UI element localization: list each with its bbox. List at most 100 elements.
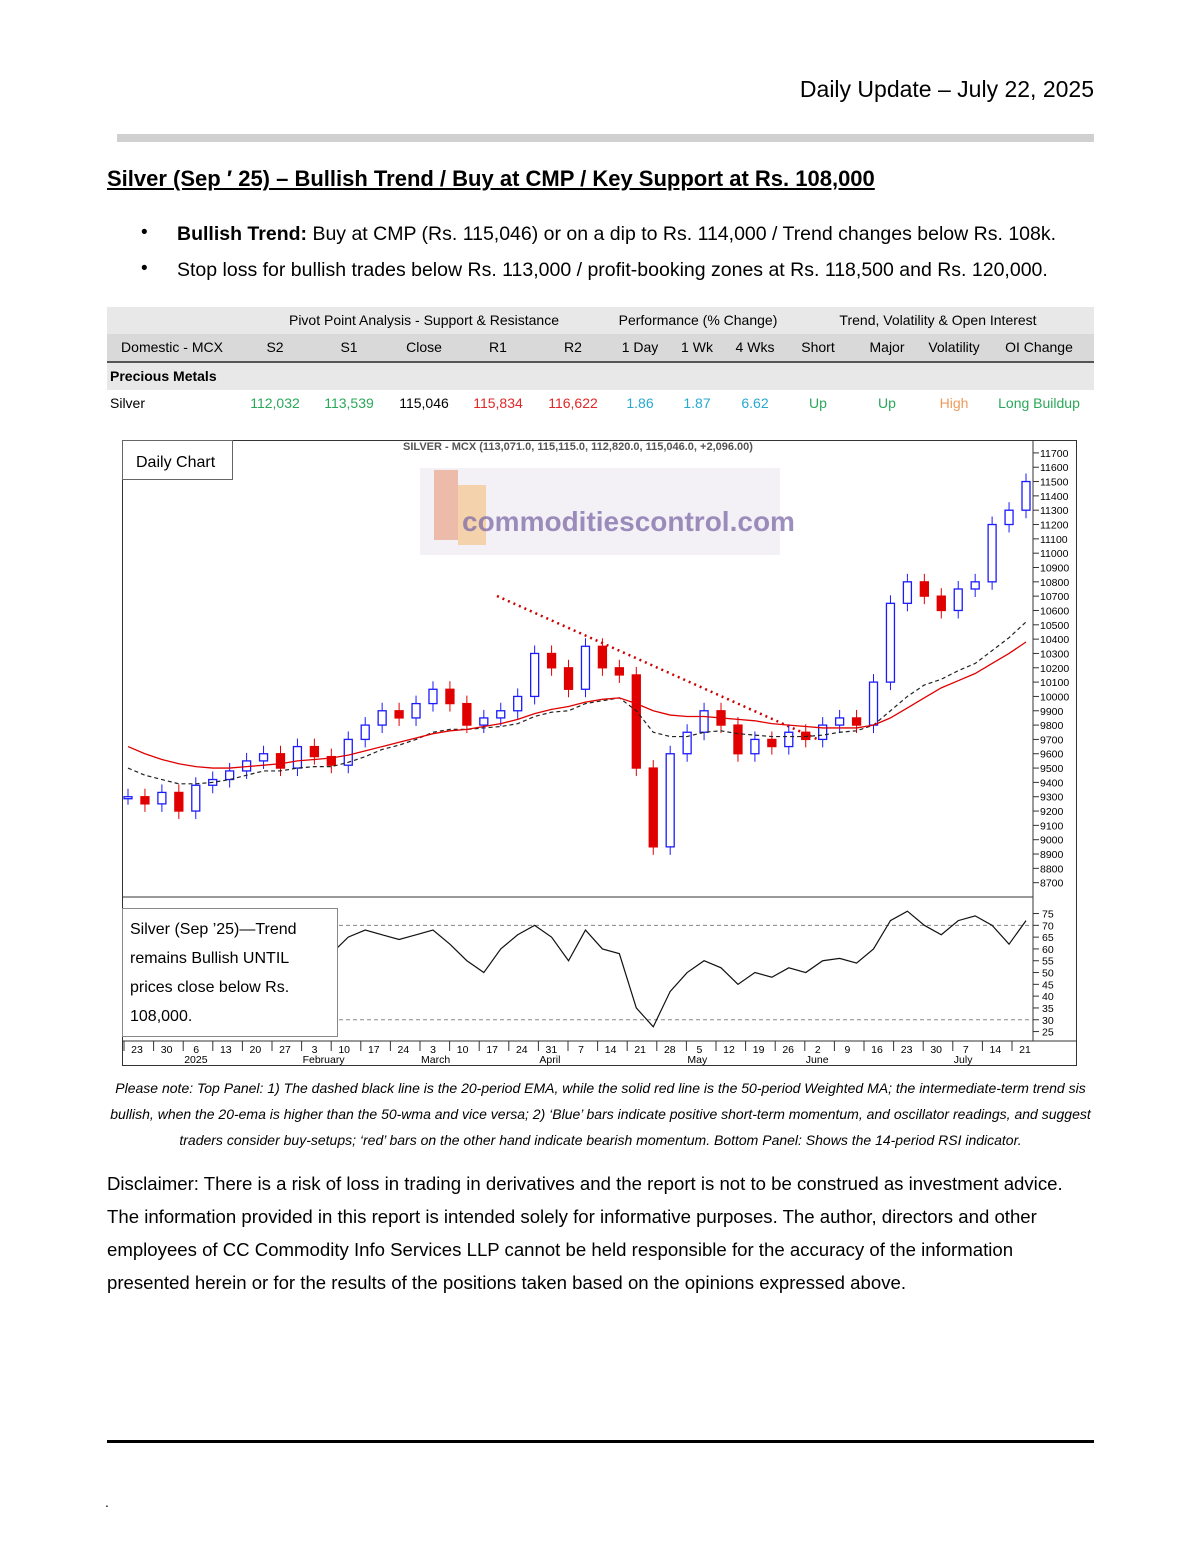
candle — [936, 595, 946, 612]
chart-header: SILVER - MCX (113,071.0, 115,115.0, 112,… — [403, 441, 753, 453]
group-header: Trend, Volatility & Open Interest — [839, 312, 1037, 328]
x-tick-label: 14 — [990, 1044, 1002, 1056]
candle — [648, 767, 658, 848]
x-tick-label: 6 — [193, 1044, 199, 1056]
y-tick-label: 10000 — [1040, 691, 1069, 703]
row-label: Silver — [110, 395, 146, 411]
candle — [902, 581, 913, 604]
y-tick-label: 10600 — [1040, 605, 1069, 617]
x-tick-label: 2 — [815, 1044, 821, 1056]
candle — [699, 710, 709, 733]
x-tick-label: 19 — [753, 1044, 765, 1056]
y-tick-label: 9900 — [1040, 706, 1064, 718]
group-header: Pivot Point Analysis - Support & Resista… — [288, 312, 560, 328]
y-tick-label: 11000 — [1040, 548, 1069, 560]
table-cell: Up — [878, 395, 896, 411]
column-header: Short — [801, 339, 835, 355]
y-tick-label: 9600 — [1040, 749, 1064, 761]
rsi-tick-label: 40 — [1042, 991, 1054, 1003]
x-tick-label: 24 — [398, 1044, 410, 1056]
x-tick-label: 30 — [930, 1044, 942, 1056]
y-tick-label: 9200 — [1040, 806, 1064, 818]
column-header: OI Change — [1005, 339, 1073, 355]
table-cell: 1.86 — [626, 395, 654, 411]
month-label: March — [421, 1054, 450, 1066]
candle — [275, 753, 286, 769]
candle — [326, 755, 336, 766]
x-tick-label: 21 — [634, 1044, 646, 1056]
footer: . — [105, 1494, 109, 1510]
report-title: Silver (Sep ′ 25) – Bullish Trend / Buy … — [107, 166, 875, 191]
candle — [140, 796, 150, 805]
rsi-tick-label: 70 — [1042, 920, 1054, 932]
month-label: May — [687, 1054, 708, 1066]
y-tick-label: 8900 — [1040, 849, 1064, 861]
candle — [563, 667, 574, 690]
candle — [479, 717, 489, 726]
y-tick-label: 8800 — [1040, 863, 1064, 875]
table-cell: 115,834 — [473, 395, 523, 411]
y-tick-label: 10100 — [1040, 677, 1069, 689]
candle — [292, 745, 303, 769]
annotation: Silver (Sep ’25)—Trend remains Bullish U… — [122, 908, 338, 1037]
candle — [919, 581, 929, 597]
bullet-text: Buy at CMP (Rs. 115,046) or on a dip to … — [312, 223, 1057, 245]
rsi-tick-label: 30 — [1042, 1015, 1054, 1027]
candle — [1004, 509, 1014, 526]
bullet-dot: • — [141, 258, 148, 279]
ema-line — [127, 621, 1027, 785]
y-tick-label: 9300 — [1040, 792, 1064, 804]
candle — [987, 523, 997, 583]
candle — [258, 753, 269, 762]
candle — [868, 681, 879, 726]
x-tick-label: 21 — [1019, 1044, 1031, 1056]
table-cell: 115,046 — [399, 395, 449, 411]
table-cell: 6.62 — [741, 395, 769, 411]
candle — [309, 745, 320, 758]
column-header: 4 Wks — [735, 339, 775, 355]
section-row — [107, 363, 1094, 390]
y-tick-label: 11200 — [1040, 520, 1069, 532]
rsi-tick-label: 55 — [1042, 956, 1054, 968]
candle — [834, 717, 845, 726]
candle — [733, 724, 743, 755]
candle — [428, 688, 438, 705]
candle — [123, 796, 133, 800]
candle — [513, 695, 523, 712]
candle — [1021, 480, 1031, 511]
chart-note: Please note: Top Panel: 1) The dashed bl… — [110, 1080, 1091, 1148]
candle — [885, 602, 896, 683]
x-tick-label: 16 — [871, 1044, 883, 1056]
watermark-logo — [434, 470, 458, 540]
column-header: Domestic - MCX — [121, 339, 223, 355]
label-box — [122, 440, 233, 480]
column-header: Major — [869, 339, 905, 355]
bullet-text: Stop loss for bullish trades below Rs. 1… — [177, 259, 1048, 281]
watermark: commoditiescontrol.com — [462, 506, 795, 537]
x-tick-label: 23 — [901, 1044, 913, 1056]
column-header: S2 — [266, 339, 284, 355]
x-tick-label: 13 — [220, 1044, 232, 1056]
candle — [445, 688, 455, 705]
wma-line — [127, 641, 1027, 769]
chart-label: Daily Chart — [136, 454, 216, 471]
chart: commoditiescontrol.com SILVER - MCX (113… — [122, 440, 1077, 1066]
candle — [750, 738, 760, 755]
rsi-tick-label: 50 — [1042, 968, 1054, 980]
table-cell: 112,032 — [250, 395, 300, 411]
column-header: R1 — [489, 339, 507, 355]
bullet: Bullish Trend: Buy at CMP (Rs. 115,046) … — [177, 223, 1056, 246]
candle — [631, 674, 641, 769]
candle — [851, 717, 862, 726]
candle — [462, 702, 472, 726]
x-tick-label: 24 — [516, 1044, 528, 1056]
x-tick-label: 17 — [368, 1044, 380, 1056]
candle — [496, 710, 506, 719]
rsi-tick-label: 45 — [1042, 979, 1054, 991]
month-label: February — [303, 1054, 346, 1066]
candle — [784, 731, 794, 748]
candle — [174, 791, 184, 812]
y-tick-label: 11100 — [1040, 534, 1068, 546]
y-tick-label: 10900 — [1040, 563, 1069, 575]
candle — [818, 724, 828, 741]
